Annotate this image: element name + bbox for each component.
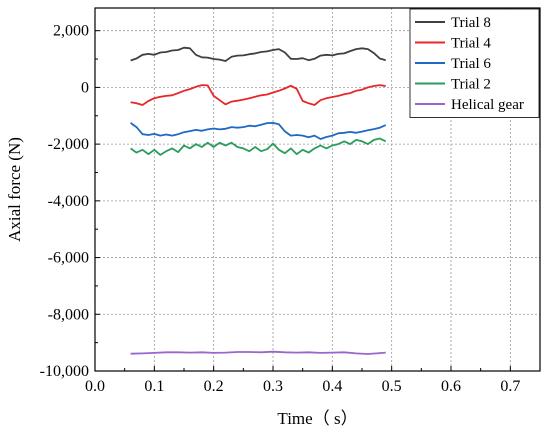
x-tick-label: 0.4 xyxy=(322,378,342,395)
x-tick-label: 0.3 xyxy=(263,378,283,395)
legend: Trial 8 Trial 4 Trial 6 Trial 2 Helical gear xyxy=(409,8,540,118)
y-tick-label: 0 xyxy=(81,79,89,96)
y-tick-label: -6,000 xyxy=(48,250,89,267)
x-tick-label: 0.0 xyxy=(85,378,105,395)
x-tick-label: 0.5 xyxy=(382,378,402,395)
x-tick-label: 0.7 xyxy=(500,378,520,395)
series-line-trial-6 xyxy=(130,122,387,140)
series-line-trial-8 xyxy=(130,46,386,62)
legend-label: Trial 6 xyxy=(451,56,491,72)
x-tick-label: 0.6 xyxy=(441,378,461,395)
y-axis-title: Axial force (N) xyxy=(5,137,24,242)
x-tick-label: 0.2 xyxy=(204,378,224,395)
y-tick-label: -8,000 xyxy=(48,306,89,323)
legend-label: Trial 8 xyxy=(451,15,491,31)
series-line-trial-4 xyxy=(130,84,386,106)
y-tick-label: 2,000 xyxy=(53,23,89,40)
legend-label: Trial 2 xyxy=(451,77,491,93)
legend-label: Trial 4 xyxy=(451,36,491,52)
axis-ticks: 0.0 0.1 0.2 0.3 0.4 0.5 0.6 0.7 2,000 0 -2,000 -4,0… xyxy=(40,23,521,395)
y-tick-label: -4,000 xyxy=(48,193,89,210)
x-tick-label: 0.1 xyxy=(144,378,164,395)
legend-label: Helical gear xyxy=(451,97,524,113)
plot-frame xyxy=(94,7,541,372)
y-tick-label: -2,000 xyxy=(48,136,89,153)
series-line-trial-2 xyxy=(130,137,387,156)
series-line-helical-gear xyxy=(130,350,386,355)
x-axis-title: Time（ s） xyxy=(277,409,357,428)
y-tick-label: -10,000 xyxy=(40,363,89,380)
series-lines xyxy=(130,46,387,355)
